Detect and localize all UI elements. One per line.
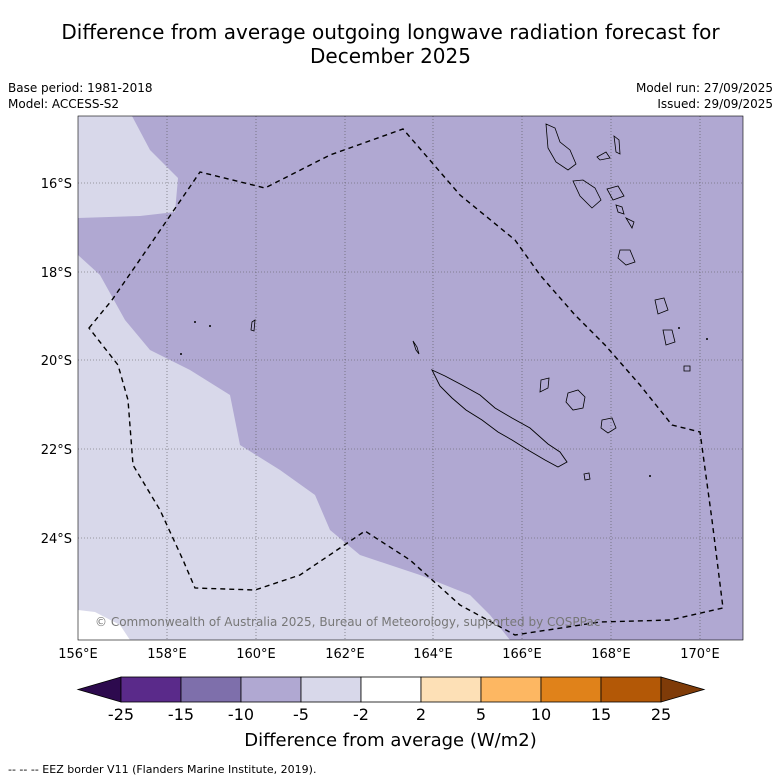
lon-label: 162°E xyxy=(325,647,365,662)
colorbar-tick-label: 5 xyxy=(475,705,487,724)
meta-right: Model run: 27/09/2025 Issued: 29/09/2025 xyxy=(636,80,773,112)
map-frame xyxy=(77,115,744,641)
colorbar-extend-low xyxy=(76,676,122,703)
model-run: Model run: 27/09/2025 xyxy=(635,81,773,95)
map-title: Difference from average outgoing longwav… xyxy=(0,20,781,68)
meta-left: Base period: 1981-2018 Model: ACCESS-S2 xyxy=(8,80,153,112)
colorbar-tick-label: -5 xyxy=(293,705,309,724)
anomaly-field-white-corner xyxy=(78,610,130,640)
gridlines xyxy=(78,116,743,640)
colorbar-tick-label: 2 xyxy=(415,705,427,724)
reef-speck xyxy=(194,321,196,323)
reef-speck xyxy=(706,338,708,340)
lon-label: 156°E xyxy=(58,647,98,662)
ouvea-island xyxy=(539,377,550,393)
latitude-labels: 16°S 18°S 20°S 22°S 24°S xyxy=(41,177,72,547)
colorbar-tick-label: -2 xyxy=(353,705,369,724)
colorbar-tick-label: -25 xyxy=(107,705,135,724)
lon-label: 170°E xyxy=(680,647,720,662)
vanuatu-islands xyxy=(545,123,691,372)
colorbar-tick-label: 15 xyxy=(590,705,612,724)
colorbar-segment xyxy=(420,676,482,703)
lat-label: 22°S xyxy=(41,443,72,458)
reef-speck xyxy=(209,325,211,327)
colorbar-segment xyxy=(180,676,242,703)
reef-speck xyxy=(678,327,680,329)
anomaly-field-very-light-southwest xyxy=(78,255,510,640)
lon-label: 166°E xyxy=(502,647,542,662)
colorbar-tick-label: -10 xyxy=(227,705,255,724)
colorbar-tick-label: 25 xyxy=(650,705,672,724)
colorbar-tick-label: -15 xyxy=(167,705,195,724)
reef-speck xyxy=(180,353,182,355)
colorbar-segment xyxy=(120,676,182,703)
issued-date: Issued: 29/09/2025 xyxy=(657,97,773,111)
colorbar-tick-label: 10 xyxy=(530,705,552,724)
longitude-labels: 156°E 158°E 160°E 162°E 164°E 166°E 168°… xyxy=(58,647,720,662)
anomaly-field-very-light-northwest xyxy=(78,116,178,218)
colorbar-segment xyxy=(480,676,542,703)
reef-speck xyxy=(649,475,651,477)
lifou-island xyxy=(565,389,586,411)
lat-label: 20°S xyxy=(41,354,72,369)
lon-label: 158°E xyxy=(147,647,187,662)
lat-label: 16°S xyxy=(41,177,72,192)
colorbar-segment xyxy=(240,676,302,703)
lat-label: 24°S xyxy=(41,532,72,547)
title-line-2: December 2025 xyxy=(310,44,471,68)
lat-label: 18°S xyxy=(41,266,72,281)
colorbar-segment xyxy=(360,676,422,703)
copyright-text: © Commonwealth of Australia 2025, Bureau… xyxy=(95,615,600,629)
model-name: Model: ACCESS-S2 xyxy=(8,97,120,111)
lon-label: 164°E xyxy=(413,647,453,662)
new-caledonia-island xyxy=(431,369,568,468)
base-period: Base period: 1981-2018 xyxy=(8,81,153,95)
colorbar-segment xyxy=(540,676,602,703)
chesterfield-islands xyxy=(250,319,256,332)
eez-footnote: -- -- -- EEZ border V11 (Flanders Marine… xyxy=(8,763,317,776)
title-line-1: Difference from average outgoing longwav… xyxy=(61,20,720,44)
colorbar-extend-high xyxy=(660,676,706,703)
mare-island xyxy=(600,417,617,434)
colorbar xyxy=(76,676,706,703)
colorbar-segment xyxy=(300,676,362,703)
colorbar-title: Difference from average (W/m2) xyxy=(244,730,537,751)
lon-label: 168°E xyxy=(591,647,631,662)
colorbar-segment xyxy=(600,676,662,703)
isle-of-pines xyxy=(583,472,591,481)
belep-islands xyxy=(412,340,420,355)
lon-label: 160°E xyxy=(236,647,276,662)
map-area: © Commonwealth of Australia 2025, Bureau… xyxy=(78,116,743,640)
